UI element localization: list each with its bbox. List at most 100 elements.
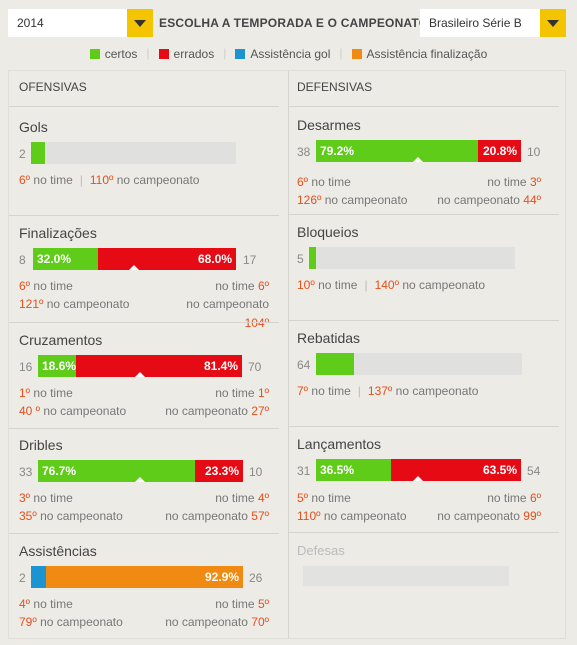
bar-bad: 81.4% (76, 355, 242, 377)
stat-count-assist-final: 26 (249, 571, 263, 585)
stat-bar: 32.0% 68.0% (33, 248, 236, 270)
legend-label: Assistência finalização (366, 46, 488, 61)
rank-camp-ok: 35º no campeonato (19, 509, 123, 523)
offensive-heading: OFENSIVAS (19, 80, 87, 94)
stat-bar (309, 247, 515, 269)
stat-count-ok: 31 (297, 464, 311, 478)
rank-line: 7º no time | 137º no campeonato (297, 384, 479, 398)
rank-time-bad: no time 6º (487, 491, 541, 505)
defensive-heading: DEFENSIVAS (297, 80, 373, 94)
bar-notch (413, 476, 423, 481)
legend: certos | errados | Assistência gol | Assistênc… (0, 46, 577, 61)
bar-assist-final: 92.9% (46, 566, 243, 588)
rank-time-ok: 5º no time (297, 491, 351, 505)
legend-label: Assistência gol (250, 46, 331, 61)
legend-swatch (89, 48, 100, 59)
stat-name: Cruzamentos (19, 332, 103, 348)
rank-camp-ok: 40 º no campeonato (19, 404, 127, 418)
legend-item-assist-final: Assistência finalização (351, 46, 488, 61)
stat-count: 5 (297, 252, 304, 266)
legend-label: errados (173, 46, 215, 61)
bar-notch (129, 265, 139, 270)
rank-camp-bad: no campeonato 44º (437, 193, 541, 207)
stat-bar: 18.6% 81.4% (38, 355, 242, 377)
stat-bar (31, 142, 236, 164)
stat-name: Defesas (297, 543, 345, 558)
rank-time-bad: no time 5º (215, 597, 269, 611)
rank-camp-bad: no campeonato 27º (165, 404, 269, 418)
legend-item-errados: errados (158, 46, 215, 61)
stat-count-bad: 70 (248, 360, 262, 374)
stat-bar: 92.9% (31, 566, 243, 588)
stat-count-assist-gol: 2 (19, 571, 26, 585)
stat-count-bad: 17 (243, 253, 257, 267)
bar-ok: 18.6% (38, 355, 76, 377)
rank-camp-ok: 121º no campeonato (19, 297, 130, 311)
stat-count: 2 (19, 147, 26, 161)
bar-bad: 20.8% (478, 140, 521, 162)
rank-camp-bad: no campeonato 57º (165, 509, 269, 523)
bar-bad: 63.5% (391, 459, 521, 481)
stat-name: Finalizações (19, 225, 97, 241)
bar-assist-gol (31, 566, 46, 588)
rank-time-ok: 4º no time (19, 597, 73, 611)
stat-name: Bloqueios (297, 224, 359, 240)
legend-swatch (235, 48, 246, 59)
season-select[interactable]: 2014 (8, 9, 153, 37)
legend-item-assist-gol: Assistência gol (235, 47, 330, 61)
stat-count-bad: 10 (249, 465, 263, 479)
bar-ok: 79.2% (316, 140, 478, 162)
rank-time-ok: 6º no time (297, 175, 351, 189)
stat-count: 64 (297, 358, 311, 372)
legend-swatch (351, 48, 362, 59)
legend-item-certos: certos (89, 46, 138, 61)
rank-camp-ok: 126º no campeonato (297, 193, 408, 207)
chevron-down-icon[interactable] (540, 9, 566, 37)
rank-camp-bad: no campeonato 70º (165, 615, 269, 629)
season-selector-bar: 2014 ESCOLHA A TEMPORADA E O CAMPEONATO … (8, 9, 566, 37)
rank-time-bad: no time 4º (215, 491, 269, 505)
stat-count-bad: 10 (527, 145, 541, 159)
legend-label: certos (104, 46, 138, 61)
rank-camp-ok: 79º no campeonato (19, 615, 123, 629)
stat-name: Lançamentos (297, 436, 382, 452)
rank-time-ok: 6º no time (19, 279, 73, 293)
bar-notch (413, 157, 423, 162)
rank-line: 10º no time | 140º no campeonato (297, 278, 486, 292)
stat-count-ok: 16 (19, 360, 33, 374)
rank-camp-ok: 110º no campeonato (297, 509, 407, 523)
stat-bar: 79.2% 20.8% (316, 140, 521, 162)
stat-name: Assistências (19, 543, 97, 559)
bar-bad: 68.0% (98, 248, 236, 270)
bar-ok: 32.0% (33, 248, 98, 270)
column-divider (288, 71, 289, 639)
stat-bar: 76.7% 23.3% (38, 460, 243, 482)
bar-fill (31, 142, 45, 164)
stat-bar: 36.5% 63.5% (316, 459, 521, 481)
rank-time-bad: no time 3º (487, 175, 541, 189)
rank-camp-bad: 104º (244, 316, 269, 330)
selector-title: ESCOLHA A TEMPORADA E O CAMPEONATO (159, 16, 429, 30)
season-select-value: 2014 (17, 16, 44, 30)
rank-time-ok: 3º no time (19, 491, 73, 505)
bar-bad: 23.3% (195, 460, 243, 482)
stat-bar-empty (303, 566, 509, 586)
rank-time-bad: no time 6º (215, 279, 269, 293)
rank-time-ok: 1º no time (19, 386, 73, 400)
stats-panel: OFENSIVAS Gols 2 6º no time | 110º no camp… (8, 70, 566, 639)
bar-ok: 36.5% (316, 459, 391, 481)
bar-ok: 76.7% (38, 460, 195, 482)
chevron-down-icon[interactable] (127, 9, 153, 37)
championship-select-value: Brasileiro Série B (429, 16, 522, 30)
stat-count-ok: 33 (19, 465, 33, 479)
bar-notch (135, 477, 145, 482)
rank-camp-bad-label: no campeonato (186, 297, 269, 311)
stat-name: Dribles (19, 437, 63, 453)
stat-name: Desarmes (297, 117, 361, 133)
championship-select[interactable]: Brasileiro Série B (420, 9, 566, 37)
stat-count-ok: 8 (19, 253, 26, 267)
bar-notch (135, 372, 145, 377)
stat-name: Gols (19, 119, 48, 135)
rank-line: 6º no time | 110º no campeonato (19, 173, 200, 187)
stat-count-bad: 54 (527, 464, 541, 478)
